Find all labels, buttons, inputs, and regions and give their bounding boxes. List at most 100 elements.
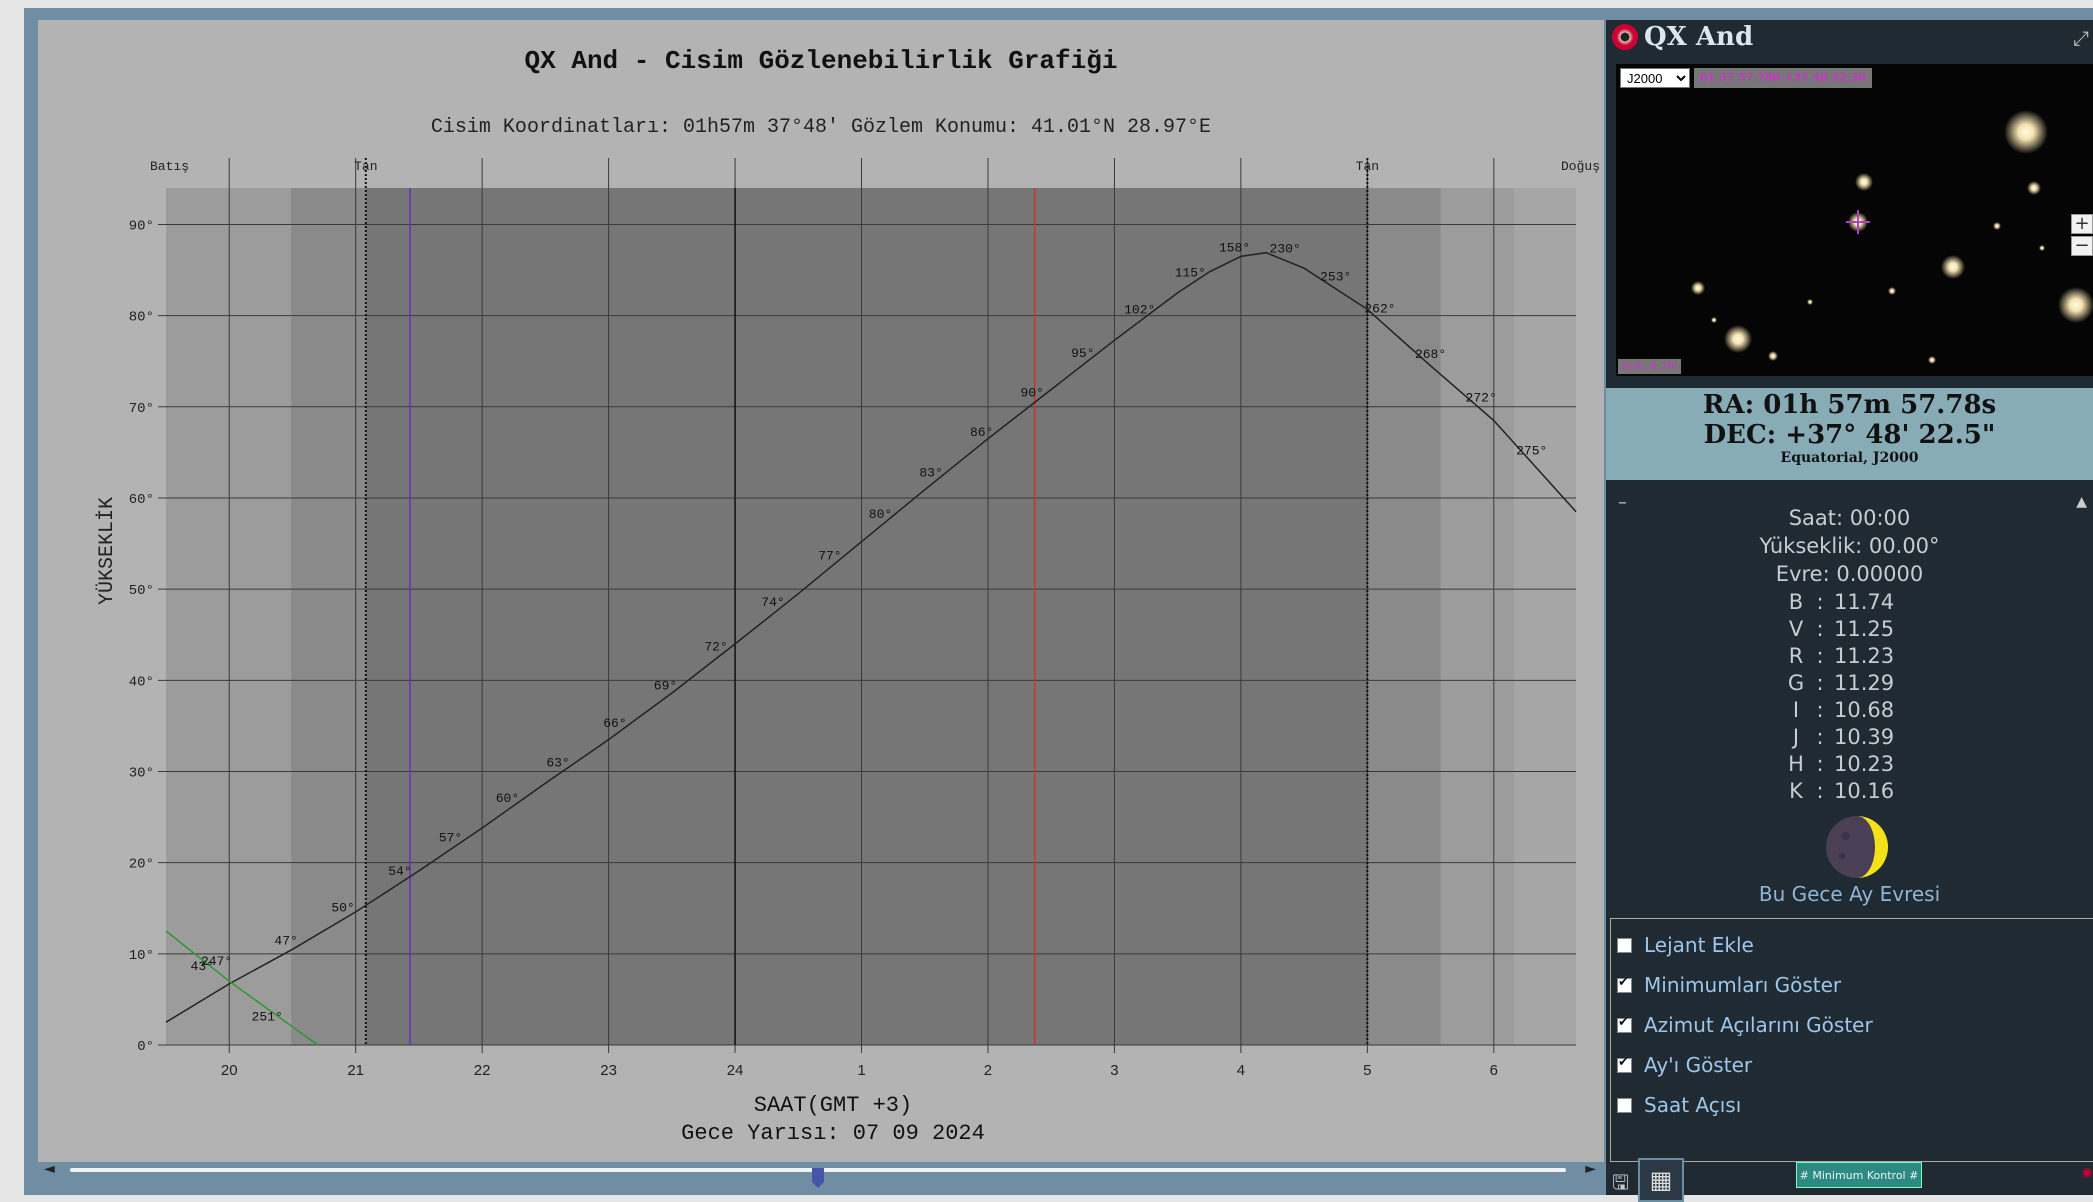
magnitude-sep: : (1816, 752, 1824, 776)
magnitude-band: G (1787, 671, 1805, 695)
x-tick-label: 23 (600, 1062, 617, 1079)
star (1855, 173, 1873, 191)
magnitude-mag: 11.74 (1834, 590, 1895, 614)
azimuth-label: 57° (439, 830, 462, 845)
option-3[interactable]: Ay'ı Göster (1617, 1053, 1752, 1077)
magnitude-row: B:11.74 (1786, 590, 1896, 614)
sidebar-footer: 🖫 ▦ # Minimum Kontrol # ✺ (1606, 1158, 2093, 1202)
altitude-readout: Yükseklik: 00.00° (1759, 534, 1940, 558)
calendar-icon[interactable]: ▦ (1638, 1158, 1684, 1202)
magnitude-row: R:11.23 (1786, 644, 1896, 668)
coordinate-frame: Equatorial, J2000 (1780, 450, 1919, 466)
object-info: – ▲ Saat: 00:00 Yükseklik: 00.00° Evre: … (1606, 480, 2093, 912)
magnitude-mag: 11.29 (1834, 671, 1895, 695)
cursor-coordinates: 01 57 57.780 +37 48 22.50 (1694, 68, 1873, 88)
star (2058, 287, 2093, 323)
x-tick-label: 5 (1363, 1062, 1371, 1079)
azimuth-label: 63° (546, 756, 569, 771)
star (1768, 351, 1778, 361)
checkbox[interactable] (1617, 1055, 1632, 1073)
star (1941, 255, 1965, 279)
y-tick-label: 70° (129, 401, 154, 417)
x-tick-label: 2 (984, 1062, 992, 1079)
option-4[interactable]: Saat Açısı (1617, 1093, 1741, 1117)
star (1888, 287, 1896, 295)
chart-subtitle: Cisim Koordinatları: 01h57m 37°48' Gözle… (430, 116, 1212, 139)
option-label: Azimut Açılarını Göster (1644, 1013, 1873, 1037)
magnitude-band: R (1788, 644, 1804, 668)
options-panel: Lejant Ekle Minimumları Göster Azimut Açıl… (1610, 918, 2093, 1162)
y-tick-label: 60° (129, 492, 154, 508)
night-band (365, 188, 1368, 1045)
azimuth-label: 272° (1466, 391, 1497, 406)
azimuth-label: 54° (388, 864, 411, 879)
y-tick-label: 50° (129, 583, 154, 599)
scroll-right-arrow-icon[interactable]: ► (1585, 1161, 1596, 1177)
azimuth-label: 74° (761, 595, 784, 610)
magnitude-row: H:10.23 (1786, 752, 1896, 776)
twilight-label: Tan (1356, 159, 1379, 174)
x-tick-label: 6 (1490, 1062, 1498, 1079)
option-label: Saat Açısı (1644, 1093, 1742, 1117)
magnitude-row: G:11.29 (1786, 671, 1896, 695)
checkbox[interactable] (1617, 1097, 1632, 1113)
night-band (1440, 188, 1515, 1045)
save-icon[interactable]: 🖫 (1612, 1170, 1630, 1194)
magnitude-band: B (1788, 590, 1804, 614)
y-tick-label: 0° (137, 1039, 154, 1055)
magnitude-band: K (1789, 779, 1803, 803)
checkbox[interactable] (1617, 937, 1632, 953)
scroll-track[interactable] (70, 1168, 1566, 1188)
app-logo-icon (1612, 24, 1638, 50)
azimuth-label: 262° (1364, 302, 1395, 317)
zoom-in-button[interactable]: + (2071, 214, 2093, 234)
star (2004, 110, 2048, 154)
x-tick-label: 24 (727, 1062, 744, 1079)
collapse-button[interactable]: – (1618, 492, 1627, 513)
magnitude-row: J:10.39 (1786, 725, 1896, 749)
magnitude-mag: 10.23 (1834, 752, 1895, 776)
azimuth-label: 66° (603, 716, 626, 731)
option-2[interactable]: Azimut Açılarını Göster (1617, 1013, 1873, 1037)
option-0[interactable]: Lejant Ekle (1617, 933, 1754, 957)
scroll-thumb[interactable] (812, 1168, 824, 1188)
magnitude-sep: : (1816, 779, 1824, 803)
moon-phase-icon (1826, 816, 1888, 878)
option-label: Minimumları Göster (1644, 973, 1842, 997)
star (1807, 299, 1813, 305)
midnight-date: Gece Yarısı: 07 09 2024 (681, 1121, 985, 1146)
checkbox[interactable] (1617, 1015, 1632, 1033)
magnitude-sep: : (1816, 644, 1824, 668)
brand-logo-icon: ✺ (2081, 1166, 2093, 1182)
y-axis-label: YÜKSEKLİK (96, 496, 119, 605)
expand-up-icon[interactable]: ▲ (2076, 494, 2087, 510)
magnitude-sep: : (1816, 617, 1824, 641)
x-tick-label: 4 (1237, 1062, 1245, 1079)
zoom-out-button[interactable]: − (2071, 236, 2093, 256)
scroll-left-arrow-icon[interactable]: ◄ (44, 1161, 55, 1177)
azimuth-label: 77° (818, 549, 841, 564)
azimuth-label: 251° (252, 1010, 283, 1025)
magnitude-sep: : (1816, 698, 1824, 722)
azimuth-label: 102° (1124, 302, 1155, 317)
horizontal-scrollbar[interactable]: ◄ ► (38, 1158, 1604, 1188)
magnitude-row: I:10.68 (1786, 698, 1896, 722)
expand-icon[interactable]: ⤢ (2073, 26, 2089, 50)
altitude-curve (165, 930, 319, 1046)
chart-panel: 0° 10° 20° 30° 40° 50° 60° 70° 80° 90° 20 21 22 23 24 1… (38, 20, 1604, 1162)
azimuth-label: 80° (869, 507, 892, 522)
phase-readout: Evre: 0.00000 (1775, 562, 1924, 586)
checkbox[interactable] (1617, 975, 1632, 993)
magnitude-band: I (1792, 698, 1800, 722)
epoch-select[interactable]: J2000 (1620, 68, 1690, 88)
sky-view[interactable]: J2000 01 57 57.780 +37 48 22.50 FoV: 4.7… (1616, 64, 2093, 376)
azimuth-label: 95° (1071, 346, 1094, 361)
azimuth-label: 275° (1516, 444, 1547, 459)
option-1[interactable]: Minimumları Göster (1617, 973, 1841, 997)
object-sidebar: QX And ⤢ (1606, 20, 2093, 1202)
magnitude-sep: : (1816, 725, 1824, 749)
minimum-check-button[interactable]: # Minimum Kontrol # (1796, 1162, 1922, 1188)
star (1724, 325, 1752, 353)
azimuth-label: 230° (1270, 241, 1301, 256)
magnitude-sep: : (1816, 590, 1824, 614)
